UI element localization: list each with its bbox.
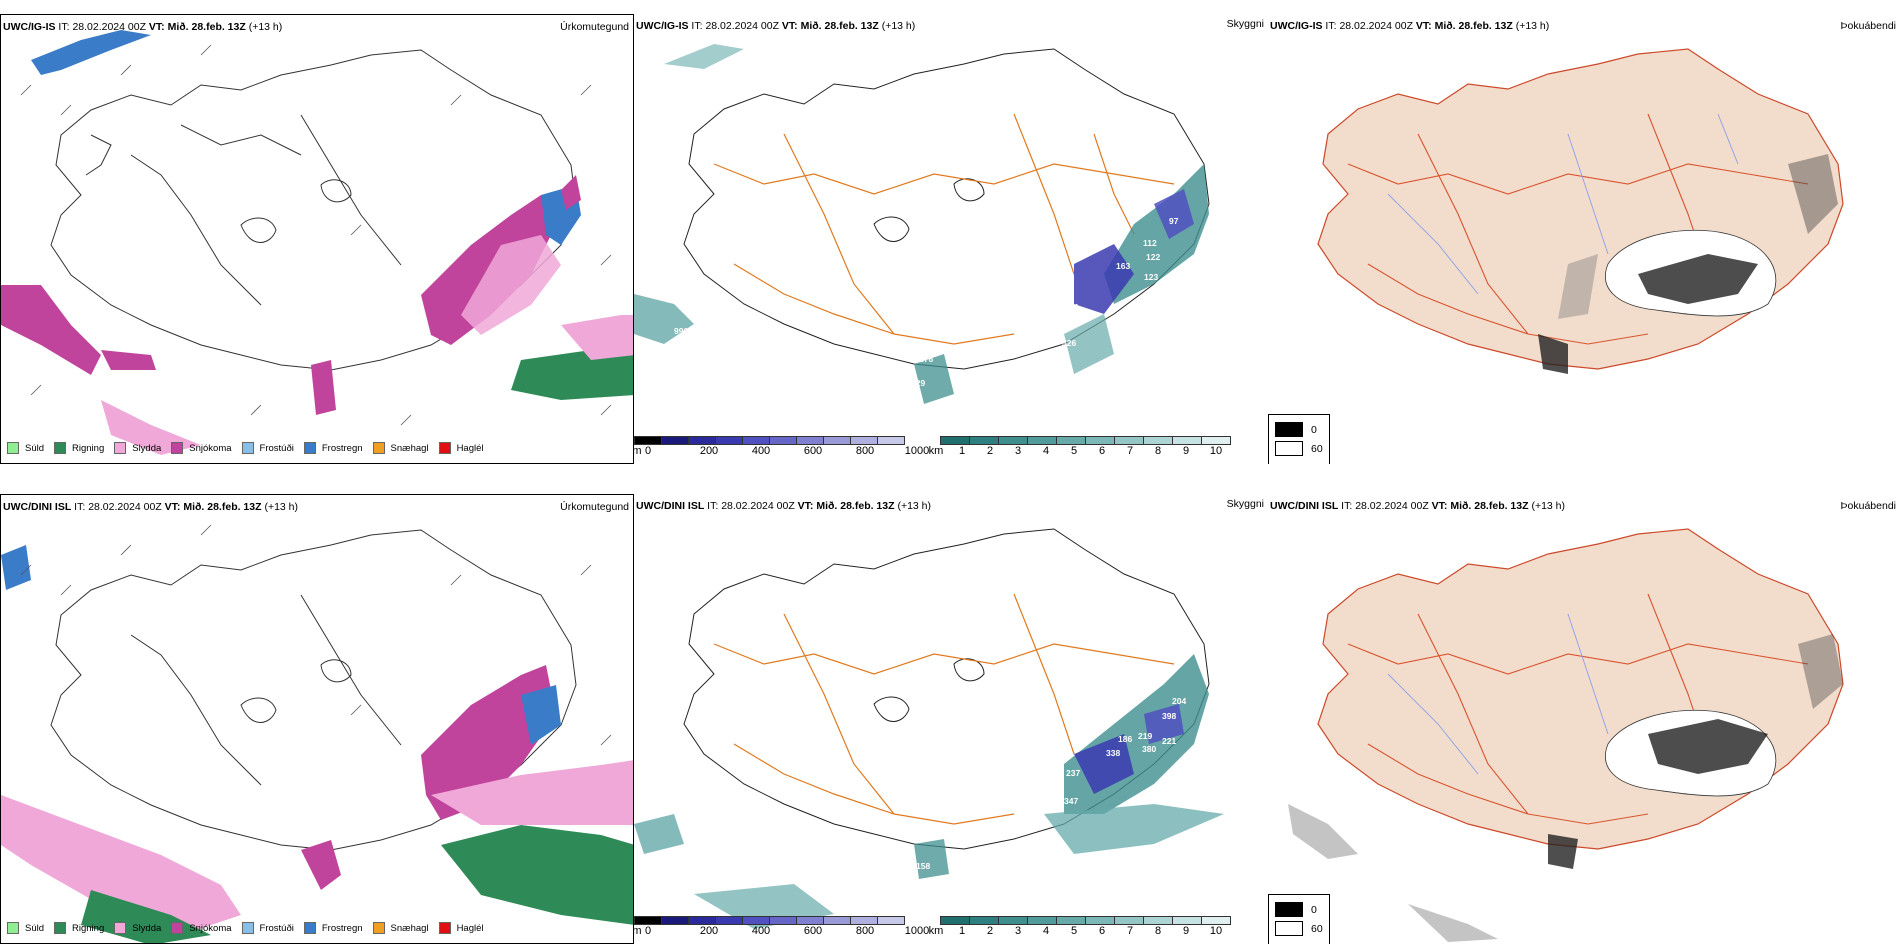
precip-legend-row1: Súld Rigning Slydda Snjókoma Frostúði Fr…	[7, 442, 484, 454]
svg-text:237: 237	[1066, 768, 1080, 778]
visibility-panel-row1: 996 176 229 210 163 112 122 123 204 326 …	[634, 14, 1268, 464]
fog-legend-row1: 0 60	[1268, 414, 1330, 464]
lead-time: (+13 h)	[248, 21, 283, 33]
fog-map-row1	[1317, 48, 1844, 374]
vis-value-3: 229	[911, 378, 925, 388]
fog-header-row2: UWC/DINI ISL IT: 28.02.2024 00Z VT: Mið.…	[1270, 500, 1566, 512]
fog-legend-row2: 0 60	[1268, 894, 1330, 944]
vis-value-2: 176	[919, 354, 933, 364]
visibility-colorbar-row2: km 1 2 3 4 5 6 7 8 9 10	[929, 916, 1250, 937]
precip-panel-title: Úrkomutegund	[560, 21, 629, 33]
svg-text:380: 380	[1142, 744, 1156, 754]
vt-prefix: VT:	[148, 21, 165, 33]
vis-value-5: 163	[1116, 261, 1130, 271]
fog-header-row1: UWC/IG-IS IT: 28.02.2024 00Z VT: Mið. 28…	[1270, 20, 1550, 32]
svg-text:398: 398	[1162, 711, 1176, 721]
precip-legend-row2: Súld Rigning Slydda Snjókoma Frostúði Fr…	[7, 922, 484, 934]
visibility-colorbar-row1: km 1 2 3 4 5 6 7 8 9 10	[929, 436, 1250, 457]
vis-value-4: 210	[779, 418, 793, 428]
visibility-header-row2: UWC/DINI ISL IT: 28.02.2024 00Z VT: Mið.…	[636, 500, 932, 512]
visibility-panel-title-row2: Skyggni	[1226, 498, 1264, 510]
fog-panel-row1: UWC/IG-IS IT: 28.02.2024 00Z VT: Mið. 28…	[1268, 14, 1900, 464]
precip-map-row1	[1, 30, 633, 455]
vis-value-1: 996	[674, 326, 688, 336]
vis-value-8: 123	[1144, 272, 1158, 282]
vis-value-9: 204	[1064, 302, 1078, 312]
precip-panel-row1: UWC/IG-IS IT: 28.02.2024 00Z VT: Mið. 28…	[0, 14, 634, 464]
visibility-panel-row2: 168 158 237 347 338 186 219 380 221 398 …	[634, 494, 1268, 944]
svg-text:338: 338	[1106, 748, 1120, 758]
it-prefix: IT:	[58, 21, 70, 33]
vis-value-10: 326	[1062, 338, 1076, 348]
svg-text:204: 204	[1172, 696, 1186, 706]
vis-value-11: 97	[1169, 216, 1179, 226]
svg-text:219: 219	[1138, 731, 1152, 741]
vt-value: Mið. 28.feb. 13Z	[167, 21, 246, 33]
svg-text:168: 168	[664, 858, 678, 868]
vis-value-6: 112	[1143, 238, 1157, 248]
visibility-panel-title: Skyggni	[1226, 18, 1264, 30]
model-name: UWC/IG-IS	[3, 21, 56, 33]
legend-item-snaehagl: Snæhagl	[372, 442, 429, 454]
visibility-map-row1: 996 176 229 210 163 112 122 123 204 326 …	[634, 44, 1210, 428]
legend-item-haglel: Haglél	[438, 442, 484, 454]
legend-item-sudl: Súld	[7, 442, 44, 454]
it-value: 28.02.2024 00Z	[72, 21, 146, 33]
ceiling-colorbar-row2: m 0 200 400 600 800 1000	[634, 916, 944, 937]
fog-panel-title-row2: Þokuábendi	[1840, 500, 1896, 512]
precip-panel-row2: UWC/DINI ISL IT: 28.02.2024 00Z VT: Mið.…	[0, 494, 634, 944]
precip-panel-title-row2: Úrkomutegund	[560, 501, 629, 513]
svg-text:186: 186	[1118, 734, 1132, 744]
legend-item-slydda: Slydda	[114, 442, 161, 454]
fog-map-row2	[1288, 528, 1844, 942]
precip-header-row2: UWC/DINI ISL IT: 28.02.2024 00Z VT: Mið.…	[3, 501, 299, 513]
legend-item-rigning: Rigning	[54, 442, 104, 454]
visibility-header-row1: UWC/IG-IS IT: 28.02.2024 00Z VT: Mið. 28…	[636, 20, 916, 32]
svg-text:347: 347	[1064, 796, 1078, 806]
fog-panel-row2: UWC/DINI ISL IT: 28.02.2024 00Z VT: Mið.…	[1268, 494, 1900, 944]
legend-item-frostregn: Frostregn	[303, 442, 363, 454]
legend-item-snjokoma: Snjókoma	[171, 442, 232, 454]
vis-value-7: 122	[1146, 252, 1160, 262]
svg-text:221: 221	[1162, 736, 1176, 746]
precip-header-row1: UWC/IG-IS IT: 28.02.2024 00Z VT: Mið. 28…	[3, 21, 282, 33]
fog-panel-title: Þokuábendi	[1840, 20, 1896, 32]
precip-map-row2	[1, 524, 633, 943]
svg-text:158: 158	[916, 861, 930, 871]
legend-item-frostudi: Frostúði	[241, 442, 294, 454]
ceiling-colorbar-row1: m 0 200 400 600 800 1000	[634, 436, 944, 457]
visibility-map-row2: 168 158 237 347 338 186 219 380 221 398 …	[634, 528, 1224, 929]
